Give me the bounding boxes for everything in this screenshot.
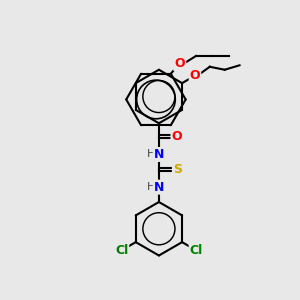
Text: Cl: Cl (190, 244, 203, 257)
Text: S: S (173, 163, 182, 176)
Text: N: N (154, 181, 164, 194)
Text: O: O (171, 130, 182, 143)
Text: Cl: Cl (115, 244, 128, 257)
Text: H: H (147, 182, 156, 192)
Text: O: O (190, 69, 200, 82)
Text: H: H (147, 149, 156, 160)
Text: O: O (174, 57, 185, 70)
Text: N: N (154, 148, 164, 161)
